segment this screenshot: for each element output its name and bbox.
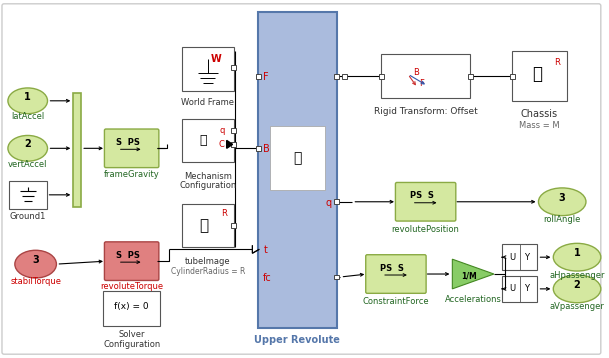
Bar	[182, 47, 234, 91]
Text: 🔧: 🔧	[199, 134, 206, 147]
Text: PS  S: PS S	[410, 191, 434, 200]
Text: 1/M: 1/M	[461, 271, 477, 281]
Bar	[182, 118, 234, 162]
Bar	[182, 204, 234, 247]
Text: F: F	[263, 72, 269, 82]
Text: Configuration: Configuration	[179, 182, 236, 190]
Bar	[379, 74, 384, 78]
Text: Ground1: Ground1	[10, 212, 46, 221]
Text: 2: 2	[574, 280, 580, 290]
Bar	[258, 12, 337, 328]
Bar	[231, 223, 236, 228]
Bar	[502, 276, 538, 302]
Ellipse shape	[8, 135, 48, 161]
Text: f(x) = 0: f(x) = 0	[114, 302, 149, 311]
Text: vertAccel: vertAccel	[8, 160, 48, 169]
Text: U: U	[510, 284, 516, 293]
Text: PS  S: PS S	[380, 263, 404, 272]
Text: Upper Revolute: Upper Revolute	[255, 335, 340, 345]
Polygon shape	[227, 140, 233, 148]
Bar	[502, 244, 538, 270]
FancyBboxPatch shape	[366, 255, 426, 293]
Text: frameGravity: frameGravity	[104, 170, 160, 179]
Text: 1: 1	[24, 92, 31, 102]
Bar	[510, 74, 515, 78]
Text: U: U	[510, 253, 516, 262]
Text: Mass = M: Mass = M	[519, 121, 560, 130]
Text: 📦: 📦	[199, 218, 208, 233]
Text: t: t	[263, 245, 267, 255]
Text: aVpassenger: aVpassenger	[549, 302, 605, 311]
Text: Mechanism: Mechanism	[184, 171, 232, 180]
Text: revolutePosition: revolutePosition	[392, 225, 460, 234]
Bar	[231, 142, 236, 147]
Text: 🔑: 🔑	[294, 151, 301, 165]
Text: 2: 2	[24, 139, 31, 149]
Text: tubeImage: tubeImage	[185, 257, 231, 266]
Polygon shape	[452, 259, 494, 289]
Bar	[256, 146, 261, 151]
Text: aHpassenger: aHpassenger	[549, 271, 605, 280]
Text: R: R	[554, 58, 560, 67]
Text: 🧊: 🧊	[532, 65, 543, 83]
Text: Y: Y	[524, 284, 529, 293]
Text: Y: Y	[524, 253, 529, 262]
Text: rollAngle: rollAngle	[543, 215, 581, 224]
Bar	[270, 126, 325, 190]
Text: 3: 3	[32, 255, 39, 265]
Bar	[334, 275, 339, 280]
FancyBboxPatch shape	[395, 183, 456, 221]
Ellipse shape	[554, 243, 601, 271]
Text: Accelerations: Accelerations	[445, 295, 502, 304]
Text: stabilTorque: stabilTorque	[10, 277, 61, 286]
Bar	[231, 65, 236, 69]
Text: S  PS: S PS	[116, 138, 139, 147]
Bar	[103, 291, 160, 326]
Ellipse shape	[554, 275, 601, 303]
Text: Rigid Transform: Offset: Rigid Transform: Offset	[374, 107, 477, 116]
Text: fc: fc	[263, 273, 272, 283]
Ellipse shape	[8, 88, 48, 114]
Text: ConstraintForce: ConstraintForce	[362, 297, 429, 306]
Bar	[334, 74, 339, 78]
Text: W: W	[210, 54, 221, 64]
Text: revoluteTorque: revoluteTorque	[100, 282, 163, 291]
Text: World Frame: World Frame	[181, 98, 234, 107]
Text: CylinderRadius = R: CylinderRadius = R	[171, 267, 245, 276]
Text: q: q	[325, 198, 331, 208]
Bar	[231, 142, 236, 147]
Text: Chassis: Chassis	[521, 109, 558, 118]
Bar	[342, 74, 347, 78]
Text: q: q	[219, 126, 224, 135]
Bar	[256, 74, 261, 78]
Bar	[512, 51, 566, 101]
Bar	[468, 74, 473, 78]
Ellipse shape	[538, 188, 586, 216]
Text: S  PS: S PS	[116, 251, 139, 260]
Text: B: B	[263, 144, 270, 154]
Bar	[73, 93, 81, 207]
FancyBboxPatch shape	[2, 4, 601, 354]
Text: B: B	[413, 68, 418, 77]
Text: C: C	[219, 140, 225, 149]
Text: R: R	[220, 209, 227, 218]
Bar	[9, 181, 46, 209]
Bar	[381, 54, 470, 98]
Text: 1: 1	[574, 248, 580, 258]
Text: F: F	[419, 79, 424, 88]
Bar	[231, 128, 236, 133]
Text: Configuration: Configuration	[103, 340, 160, 349]
Text: 3: 3	[559, 193, 566, 203]
Text: Solver: Solver	[118, 330, 145, 339]
FancyBboxPatch shape	[104, 242, 159, 280]
Ellipse shape	[15, 250, 57, 278]
FancyBboxPatch shape	[104, 129, 159, 168]
Bar	[334, 199, 339, 204]
Text: latAccel: latAccel	[11, 112, 44, 121]
